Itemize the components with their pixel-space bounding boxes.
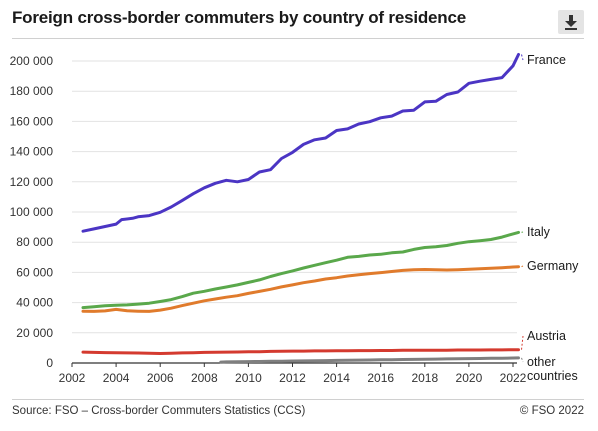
x-tick-label: 2020 — [456, 371, 483, 385]
x-tick-label: 2018 — [411, 371, 438, 385]
series-line-other-countries — [219, 356, 520, 364]
x-tick-label: 2002 — [59, 371, 86, 385]
y-tick-label: 140 000 — [10, 145, 54, 159]
source-note: Source: FSO – Cross-border Commuters Sta… — [12, 405, 306, 417]
y-tick-label: 180 000 — [10, 84, 54, 98]
copyright-note: © FSO 2022 — [519, 405, 584, 417]
y-tick-label: 20 000 — [16, 326, 53, 340]
download-icon — [565, 15, 577, 30]
line-chart: 0 20 000 40 000 60 000 80 000 100 000 120 000 1… — [10, 53, 579, 385]
y-tick-label: 160 000 — [10, 114, 54, 128]
series-label: other countries — [527, 355, 578, 383]
x-tick-label: 2014 — [323, 371, 350, 385]
y-tick-label: 60 000 — [16, 265, 53, 279]
series-label: Germany — [527, 259, 579, 273]
label-leader — [521, 335, 524, 350]
series-line-germany — [81, 265, 520, 313]
y-tick-label: 0 — [46, 356, 53, 370]
label-leader — [521, 54, 524, 61]
series-label: France — [527, 53, 566, 67]
x-tick-label: 2022 — [500, 371, 527, 385]
y-tick-label: 80 000 — [16, 235, 53, 249]
x-tick-label: 2004 — [103, 371, 130, 385]
x-tick-label: 2006 — [147, 371, 174, 385]
x-tick-label: 2016 — [367, 371, 394, 385]
x-tick-label: 2012 — [279, 371, 306, 385]
label-layer: France Italy Germany Austria other countries — [521, 53, 579, 383]
axis-layer: 0 20 000 40 000 60 000 80 000 100 000 120 000 1… — [10, 54, 527, 385]
label-leader — [521, 265, 524, 268]
header-divider — [12, 38, 584, 39]
label-leader — [521, 357, 524, 363]
series-line-france — [81, 53, 520, 233]
series-label: Austria — [527, 329, 566, 343]
y-tick-label: 100 000 — [10, 205, 54, 219]
chart-title: Foreign cross-border commuters by countr… — [12, 8, 466, 27]
grid-layer — [72, 60, 517, 364]
x-tick-label: 2010 — [235, 371, 262, 385]
y-tick-label: 200 000 — [10, 54, 54, 68]
x-tick-label: 2008 — [191, 371, 218, 385]
series-line-italy — [81, 230, 520, 310]
download-button[interactable] — [558, 10, 584, 34]
footer-divider — [12, 399, 584, 400]
series-layer — [81, 53, 520, 364]
series-line-austria — [81, 348, 520, 355]
y-tick-label: 40 000 — [16, 296, 53, 310]
y-tick-label: 120 000 — [10, 175, 54, 189]
series-label: Italy — [527, 225, 551, 239]
